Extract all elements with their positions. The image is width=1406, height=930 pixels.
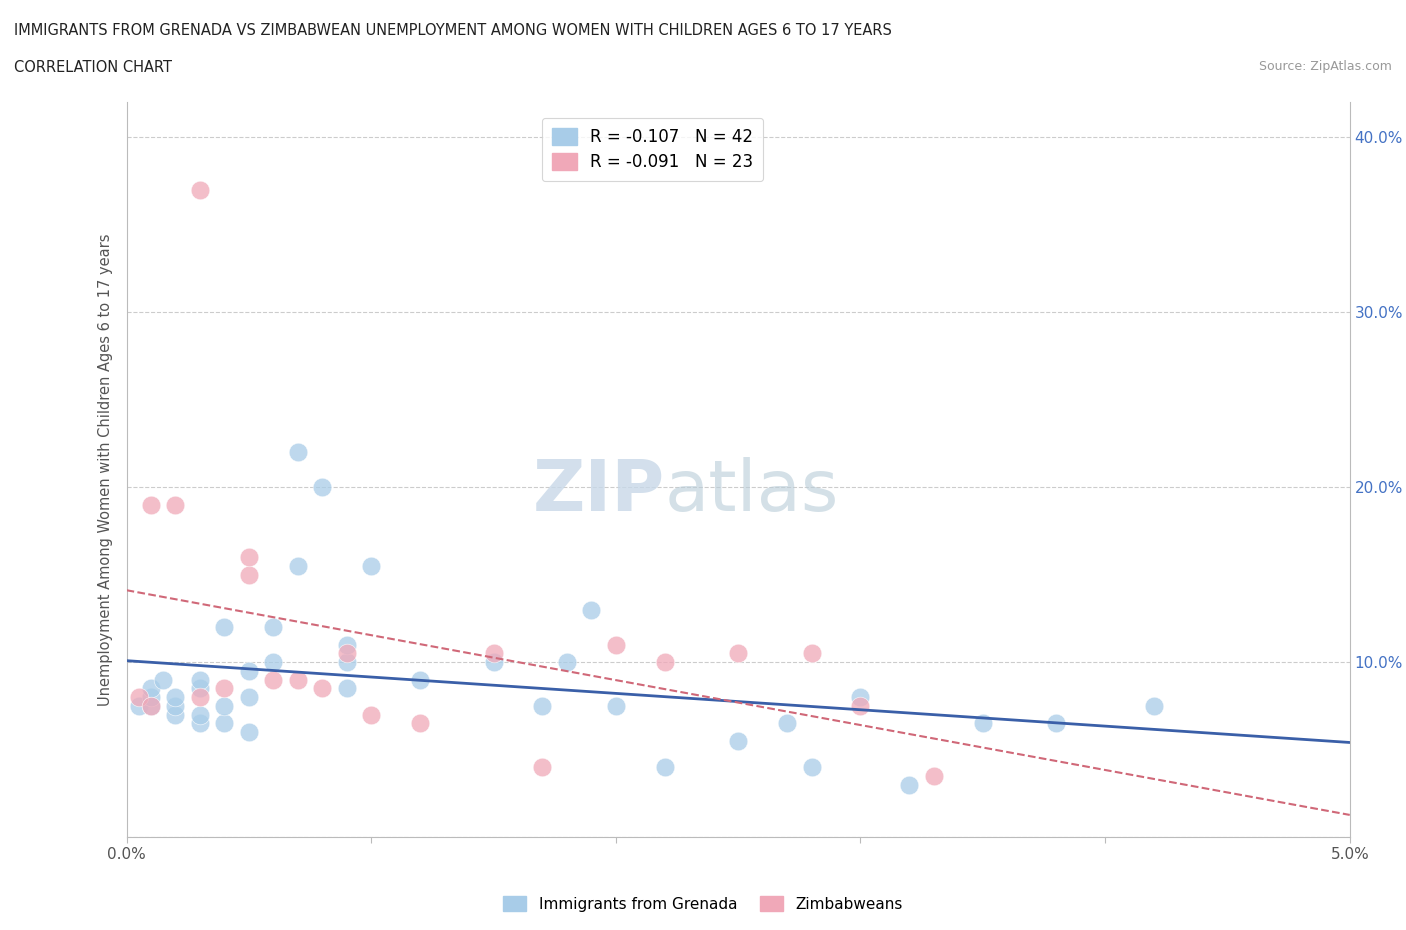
Point	[311, 480, 333, 495]
Point	[727, 645, 749, 660]
Point	[1045, 716, 1067, 731]
Text: Source: ZipAtlas.com: Source: ZipAtlas.com	[1258, 60, 1392, 73]
Point	[360, 707, 382, 722]
Point	[238, 567, 260, 582]
Point	[188, 681, 211, 696]
Y-axis label: Unemployment Among Women with Children Ages 6 to 17 years: Unemployment Among Women with Children A…	[98, 233, 114, 706]
Point	[409, 672, 432, 687]
Point	[188, 182, 211, 197]
Point	[214, 716, 236, 731]
Point	[1143, 698, 1166, 713]
Point	[214, 681, 236, 696]
Point	[128, 690, 150, 705]
Point	[165, 698, 187, 713]
Point	[214, 619, 236, 634]
Point	[238, 690, 260, 705]
Point	[262, 672, 284, 687]
Point	[531, 698, 554, 713]
Point	[727, 734, 749, 749]
Point	[287, 445, 309, 459]
Point	[800, 645, 823, 660]
Point	[188, 716, 211, 731]
Point	[972, 716, 994, 731]
Point	[262, 655, 284, 670]
Point	[776, 716, 799, 731]
Point	[360, 558, 382, 573]
Point	[139, 698, 162, 713]
Point	[238, 663, 260, 678]
Point	[165, 498, 187, 512]
Point	[654, 655, 676, 670]
Point	[482, 645, 505, 660]
Point	[336, 655, 359, 670]
Point	[214, 698, 236, 713]
Point	[409, 716, 432, 731]
Point	[139, 498, 162, 512]
Point	[605, 637, 627, 652]
Point	[311, 681, 333, 696]
Point	[188, 707, 211, 722]
Point	[188, 672, 211, 687]
Point	[287, 558, 309, 573]
Text: atlas: atlas	[665, 458, 839, 526]
Point	[605, 698, 627, 713]
Point	[336, 637, 359, 652]
Text: IMMIGRANTS FROM GRENADA VS ZIMBABWEAN UNEMPLOYMENT AMONG WOMEN WITH CHILDREN AGE: IMMIGRANTS FROM GRENADA VS ZIMBABWEAN UN…	[14, 23, 891, 38]
Point	[336, 681, 359, 696]
Point	[139, 690, 162, 705]
Point	[898, 777, 921, 792]
Point	[336, 645, 359, 660]
Point	[165, 707, 187, 722]
Point	[482, 655, 505, 670]
Point	[581, 602, 603, 617]
Point	[262, 619, 284, 634]
Legend: R = -0.107   N = 42, R = -0.091   N = 23: R = -0.107 N = 42, R = -0.091 N = 23	[541, 118, 763, 181]
Point	[188, 690, 211, 705]
Point	[165, 690, 187, 705]
Point	[238, 724, 260, 739]
Point	[152, 672, 174, 687]
Text: CORRELATION CHART: CORRELATION CHART	[14, 60, 172, 75]
Point	[800, 760, 823, 775]
Point	[849, 698, 872, 713]
Point	[654, 760, 676, 775]
Legend: Immigrants from Grenada, Zimbabweans: Immigrants from Grenada, Zimbabweans	[498, 889, 908, 918]
Point	[139, 681, 162, 696]
Point	[922, 768, 945, 783]
Point	[238, 550, 260, 565]
Text: ZIP: ZIP	[533, 458, 665, 526]
Point	[849, 690, 872, 705]
Point	[531, 760, 554, 775]
Point	[287, 672, 309, 687]
Point	[555, 655, 578, 670]
Point	[139, 698, 162, 713]
Point	[128, 698, 150, 713]
